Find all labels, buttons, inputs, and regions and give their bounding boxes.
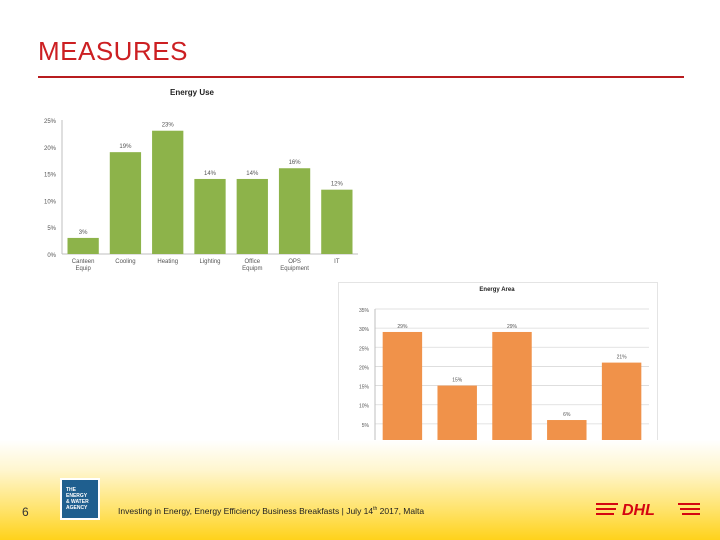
data-label: 29% bbox=[397, 324, 408, 330]
bar bbox=[67, 237, 99, 254]
x-category-label: OPS bbox=[288, 259, 301, 265]
y-tick-label: 30% bbox=[359, 327, 370, 333]
x-category-label: Equipment bbox=[280, 266, 309, 272]
data-label: 19% bbox=[119, 144, 132, 150]
logo-line: AGENCY bbox=[66, 505, 88, 511]
bar bbox=[278, 168, 311, 254]
dhl-wordmark: DHL bbox=[622, 502, 655, 518]
data-label: 15% bbox=[452, 378, 463, 384]
chart-title: Energy Use bbox=[170, 88, 215, 97]
chart-title: Energy Area bbox=[479, 287, 515, 293]
slide-title: MEASURES bbox=[38, 36, 188, 66]
page-number: 6 bbox=[22, 505, 29, 519]
footer-text: Investing in Energy, Energy Efficiency B… bbox=[118, 506, 424, 516]
y-tick-label: 35% bbox=[359, 308, 370, 314]
y-tick-label: 25% bbox=[44, 119, 57, 125]
bar bbox=[382, 331, 423, 443]
x-category-label: IT bbox=[334, 259, 340, 265]
bar bbox=[236, 178, 268, 254]
bar bbox=[194, 178, 226, 254]
data-label: 14% bbox=[246, 171, 259, 177]
x-category-label: Cooling bbox=[115, 259, 135, 265]
data-label: 14% bbox=[204, 171, 217, 177]
energy-area-chart-svg: Energy Area0%5%10%15%20%25%30%35%29%GF W… bbox=[359, 287, 649, 453]
y-tick-label: 15% bbox=[359, 385, 370, 391]
energy-use-chart-svg: Energy Use0%5%10%15%20%25%3%CanteenEquip… bbox=[44, 88, 358, 272]
y-tick-label: 5% bbox=[362, 423, 370, 429]
x-category-label: Office bbox=[245, 259, 261, 265]
data-label: 6% bbox=[563, 412, 571, 418]
y-tick-label: 15% bbox=[44, 173, 57, 179]
bar bbox=[601, 362, 642, 443]
y-tick-label: 20% bbox=[359, 365, 370, 371]
y-tick-label: 10% bbox=[359, 404, 370, 410]
y-tick-label: 25% bbox=[359, 346, 370, 352]
title-divider bbox=[38, 76, 684, 78]
x-category-label: Lighting bbox=[199, 259, 220, 265]
data-label: 21% bbox=[617, 355, 628, 361]
footer-band bbox=[0, 440, 720, 540]
bar bbox=[437, 385, 477, 443]
x-category-label: Equipm bbox=[242, 266, 262, 272]
data-label: 16% bbox=[289, 160, 302, 166]
bar bbox=[152, 130, 184, 254]
footer-text-end: 2017, Malta bbox=[377, 506, 425, 516]
x-category-label: Heating bbox=[157, 259, 178, 265]
y-tick-label: 0% bbox=[47, 253, 56, 259]
footer-text-main: Investing in Energy, Energy Efficiency B… bbox=[118, 506, 374, 516]
data-label: 29% bbox=[507, 324, 518, 330]
energy-use-chart: Energy Use 0% 5% 10% 15% 20% 25% 3% Canteen Equip… bbox=[34, 84, 364, 280]
logo-line: ENERGY bbox=[66, 493, 88, 499]
bar bbox=[492, 331, 532, 443]
logo-line: THE bbox=[66, 487, 76, 493]
data-label: 23% bbox=[162, 123, 175, 129]
data-label: 3% bbox=[79, 230, 88, 236]
energy-area-chart: Energy Area0%5%10%15%20%25%30%35%29%GF W… bbox=[338, 282, 658, 464]
y-tick-label: 5% bbox=[47, 226, 56, 232]
bar bbox=[547, 420, 587, 443]
energy-water-agency-logo: THE ENERGY & WATER AGENCY bbox=[60, 478, 100, 520]
data-label: 12% bbox=[331, 182, 344, 188]
y-tick-label: 20% bbox=[44, 146, 57, 152]
x-category-label: Canteen bbox=[72, 259, 95, 265]
x-category-label: Equip bbox=[75, 266, 91, 272]
y-tick-label: 10% bbox=[44, 199, 57, 205]
bar bbox=[109, 152, 142, 254]
footer-text-sup: th bbox=[373, 506, 378, 513]
dhl-logo: DHL bbox=[596, 502, 700, 518]
bar bbox=[321, 189, 353, 254]
logo-line: & WATER bbox=[66, 499, 89, 505]
